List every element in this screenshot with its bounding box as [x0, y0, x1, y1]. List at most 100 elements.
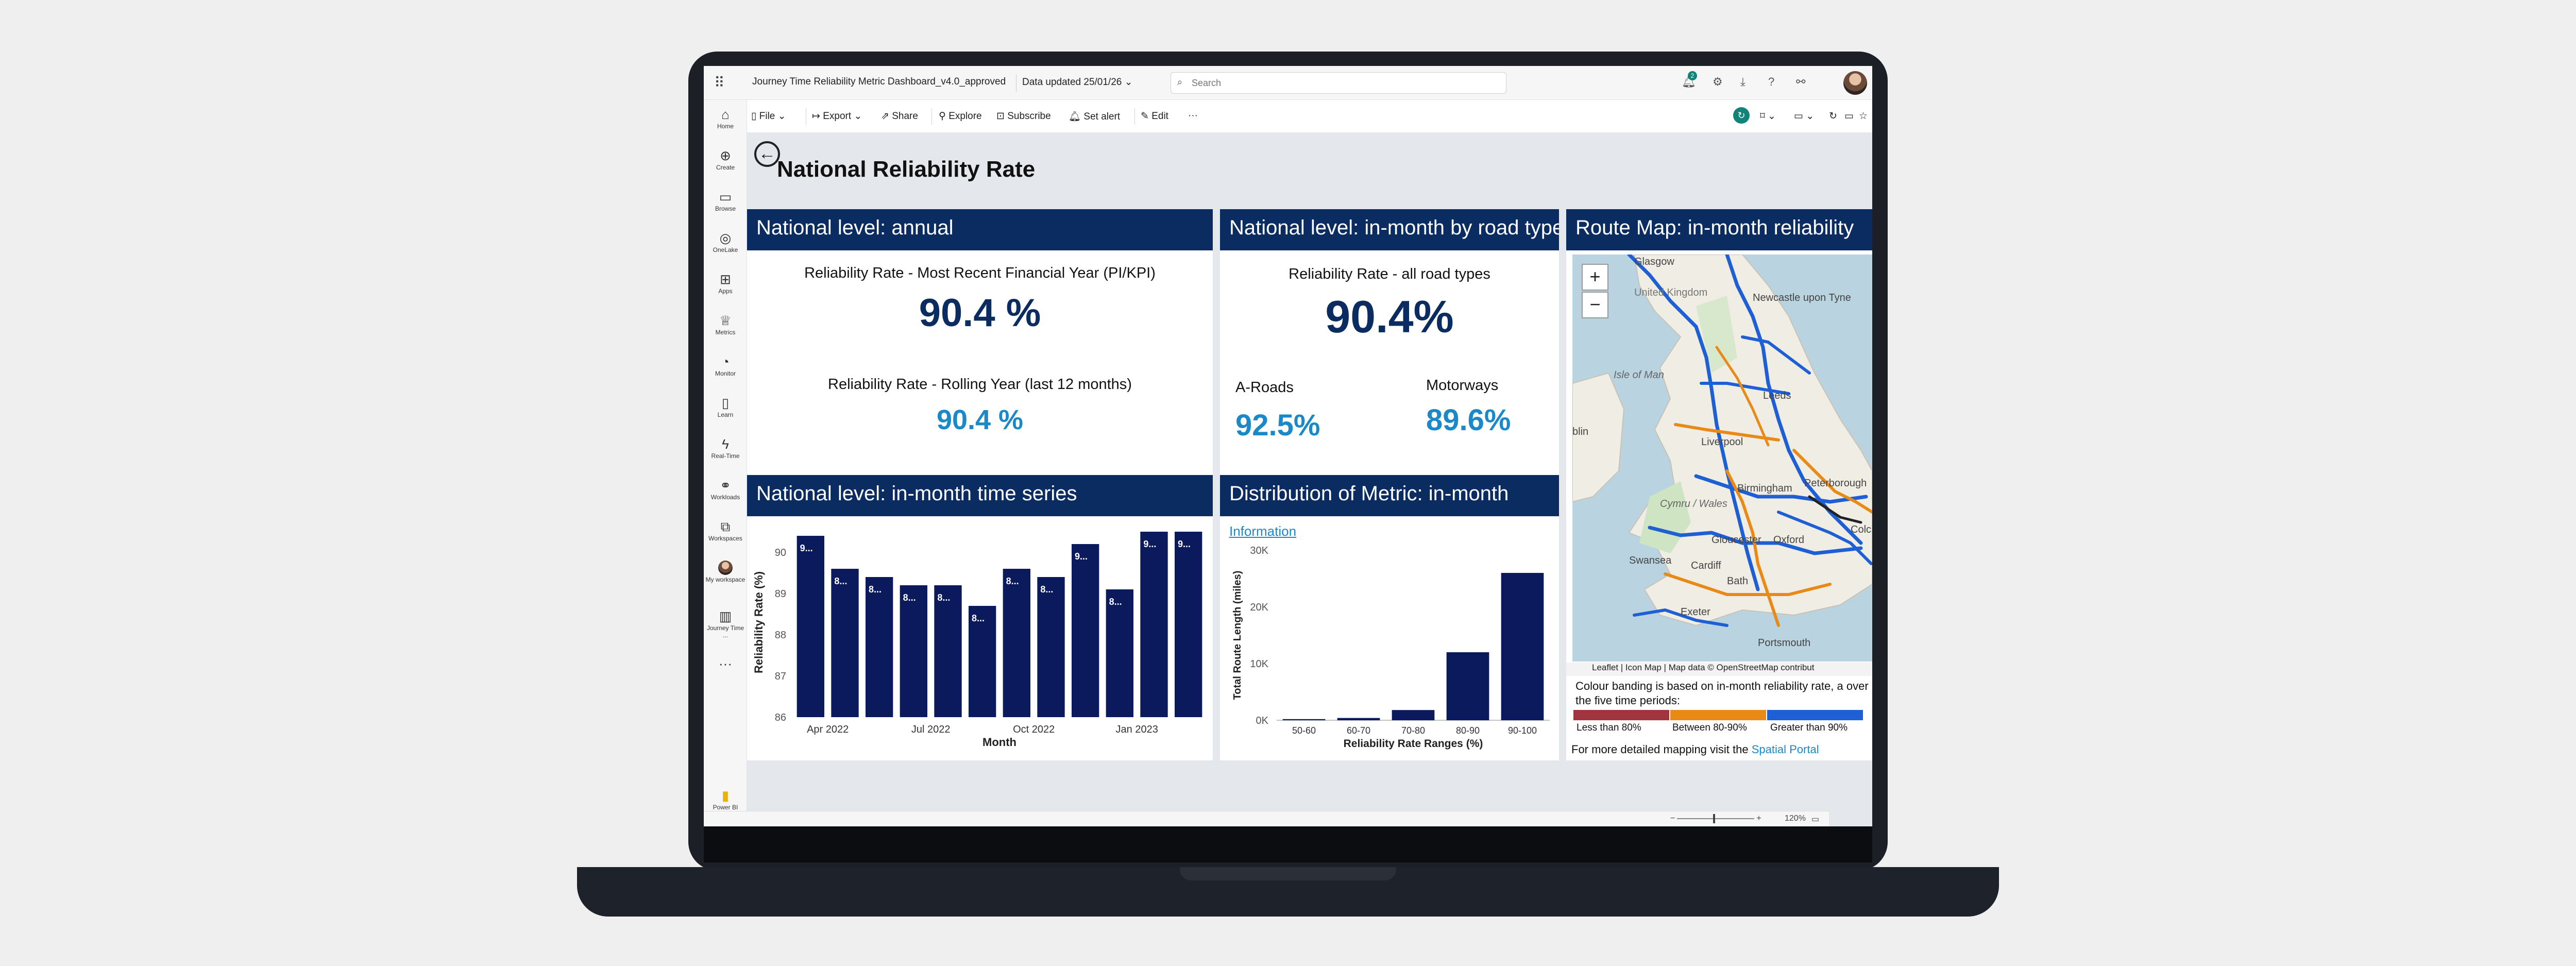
- power-bi-icon: ▮: [721, 788, 730, 803]
- nav-item-browse[interactable]: ▭ Browse: [704, 189, 747, 212]
- app-launcher-icon[interactable]: ⠿: [714, 75, 725, 91]
- avatar[interactable]: [1843, 71, 1867, 95]
- back-arrow-icon[interactable]: ←: [754, 141, 780, 167]
- subscribe-icon: ⊡: [996, 111, 1005, 122]
- nav-item-create[interactable]: ⊕ Create: [704, 147, 747, 171]
- nav-item-real-time[interactable]: ϟ Real-Time: [704, 436, 747, 460]
- bar-data-label: 8...: [1040, 584, 1053, 595]
- nav-label: Apps: [718, 287, 733, 295]
- data-updated-label: Data updated 25/01/26: [1022, 77, 1122, 88]
- nav-more-button[interactable]: ···: [704, 655, 747, 672]
- north-green-area: [1696, 296, 1737, 373]
- map-label: Exeter: [1681, 606, 1710, 618]
- bar-data-label: 8...: [972, 613, 985, 623]
- file-menu[interactable]: ▯ File ⌄: [751, 111, 786, 122]
- view-icon[interactable]: ▭ ⌄: [1794, 111, 1815, 122]
- page-title: National Reliability Rate: [777, 157, 1036, 182]
- annual-tile: National level: annual Reliability Rate …: [747, 209, 1213, 475]
- share-button[interactable]: ⇗ Share: [881, 110, 918, 122]
- export-icon: ↦: [812, 111, 820, 122]
- download-icon[interactable]: ⤓: [1740, 75, 1745, 88]
- x-tick-label: 60-70: [1347, 725, 1370, 736]
- legend-description: Colour banding is based on in-month reli…: [1575, 680, 1869, 707]
- rolling-label: Reliability Rate - Rolling Year (last 12…: [828, 376, 1132, 393]
- nav-item-apps[interactable]: ⊞ Apps: [704, 271, 747, 295]
- more-options-button[interactable]: ···: [1188, 110, 1198, 121]
- search-box[interactable]: ⌕: [1171, 72, 1506, 94]
- subscribe-label: Subscribe: [1007, 111, 1051, 122]
- information-link[interactable]: Information: [1229, 523, 1297, 539]
- nav-item-journey-time[interactable]: ▥ Journey Time ...: [704, 608, 747, 639]
- top-bar: ⠿ Journey Time Reliability Metric Dashbo…: [704, 66, 1872, 100]
- spatial-portal-link[interactable]: Spatial Portal: [1751, 743, 1819, 756]
- bar: [1282, 719, 1326, 720]
- fit-page-icon[interactable]: ▭: [1811, 815, 1820, 824]
- reload-icon[interactable]: ↻: [1829, 111, 1837, 122]
- bar: [900, 585, 927, 717]
- route-line: [1648, 526, 1863, 555]
- explore-button[interactable]: ⚲ Explore: [939, 110, 982, 122]
- route-line: [1664, 572, 1832, 596]
- app-window: ⠿ Journey Time Reliability Metric Dashbo…: [704, 66, 1872, 826]
- route-line: [1725, 469, 1780, 627]
- help-icon[interactable]: ?: [1768, 75, 1775, 88]
- edit-button[interactable]: ✎ Edit: [1141, 110, 1168, 122]
- band-label-low: Less than 80%: [1577, 722, 1641, 733]
- zoom-out-button[interactable]: −: [1582, 292, 1608, 318]
- nav-item-monitor[interactable]: ◔ Monitor: [704, 353, 747, 377]
- settings-icon[interactable]: ⚙: [1713, 75, 1723, 88]
- bar-data-label: 8...: [869, 584, 882, 595]
- nav-label: Browse: [715, 205, 736, 212]
- map-label: Birmingham: [1737, 483, 1792, 494]
- x-tick-label: 90-100: [1508, 725, 1537, 736]
- y-tick-label: 86: [775, 712, 786, 723]
- nav-item-workloads[interactable]: ⚭ Workloads: [704, 477, 747, 501]
- metrics-icon: ♕: [719, 313, 732, 328]
- screen-chin: [704, 826, 1872, 862]
- bar-data-label: 8...: [1109, 597, 1122, 607]
- all-roads-label: Reliability Rate - all road types: [1289, 266, 1490, 282]
- nav-item-onelake[interactable]: ◎ OneLake: [704, 230, 747, 253]
- route-line: [1777, 511, 1872, 565]
- search-input[interactable]: [1192, 77, 1501, 89]
- x-tick-label: 50-60: [1292, 725, 1316, 736]
- comment-icon[interactable]: ▭: [1844, 111, 1854, 122]
- share-people-icon[interactable]: ⚯: [1796, 75, 1806, 88]
- bar: [934, 585, 962, 717]
- zoom-slider[interactable]: − +: [1670, 814, 1761, 823]
- subscribe-button[interactable]: ⊡ Subscribe: [996, 110, 1051, 122]
- bar: [1392, 710, 1435, 720]
- bar-data-label: 8...: [937, 592, 950, 603]
- x-tick-label: Jan 2023: [1116, 724, 1158, 735]
- nav-item-home[interactable]: ⌂ Home: [704, 106, 747, 130]
- map-header: Route Map: in-month reliability: [1566, 209, 1872, 250]
- zoom-level: 120%: [1785, 814, 1806, 823]
- export-label: Export: [823, 111, 852, 122]
- favorite-icon[interactable]: ☆: [1859, 111, 1868, 122]
- zoom-in-button[interactable]: +: [1582, 264, 1608, 291]
- roadtype-header: National level: in-month by road type: [1220, 209, 1559, 250]
- bar: [1072, 544, 1099, 717]
- set-alert-button[interactable]: 🔔︎ Set alert: [1069, 110, 1120, 123]
- route-map[interactable]: Glasgow United Kingdom Newcastle upon Ty…: [1572, 255, 1872, 662]
- nav-item-my-workspace[interactable]: My workspace: [704, 560, 747, 583]
- nav-item-power-bi[interactable]: ▮ Power BI: [704, 787, 747, 811]
- bar: [1140, 532, 1168, 717]
- pencil-icon: ✎: [1141, 111, 1149, 122]
- monitor-icon: ◔: [721, 354, 730, 369]
- nav-item-learn[interactable]: ▯ Learn: [704, 395, 747, 418]
- bookmark-icon[interactable]: ⌑ ⌄: [1760, 111, 1776, 122]
- fy-value: 90.4 %: [919, 291, 1041, 335]
- refresh-status-icon[interactable]: ↻: [1733, 107, 1750, 124]
- data-updated-dropdown[interactable]: Data updated 25/01/26 ⌄: [1022, 76, 1133, 88]
- y-tick-label: 10K: [1250, 658, 1268, 670]
- report-page: ← National Reliability Rate National lev…: [747, 133, 1872, 826]
- bar: [1106, 589, 1133, 717]
- report-canvas: ← National Reliability Rate National lev…: [747, 133, 1872, 826]
- nav-item-metrics[interactable]: ♕ Metrics: [704, 312, 747, 336]
- nav-item-workspaces[interactable]: ⧉ Workspaces: [704, 518, 747, 542]
- map-attribution: Leaflet | Icon Map | Map data © OpenStre…: [1566, 663, 1872, 676]
- export-menu[interactable]: ↦ Export ⌄: [812, 111, 862, 122]
- bar: [1037, 577, 1065, 717]
- y-axis-title: Reliability Rate (%): [752, 571, 765, 673]
